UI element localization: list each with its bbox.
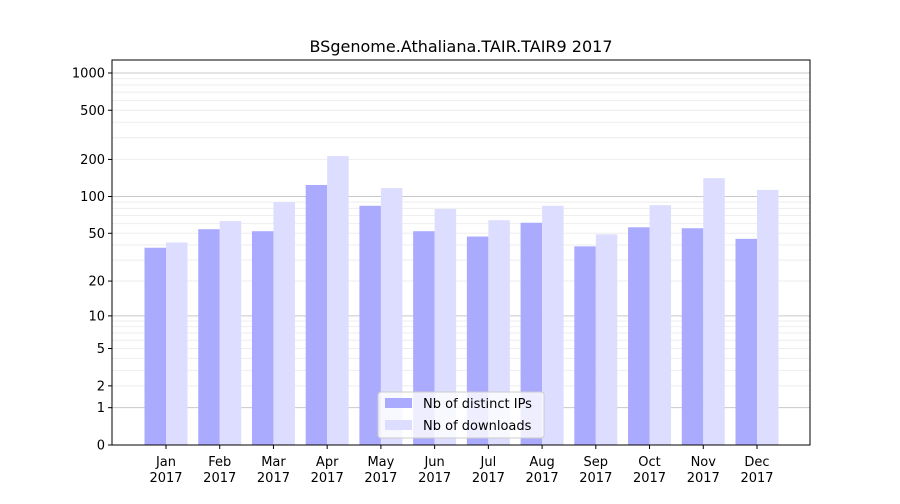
legend-frame xyxy=(377,391,545,439)
x-tick-label: 2017 xyxy=(633,471,666,486)
bar-downloads xyxy=(273,202,295,445)
bar-ips xyxy=(574,246,596,445)
bar-downloads xyxy=(703,178,725,446)
x-tick-label: 2017 xyxy=(418,471,451,486)
x-tick-label: 2017 xyxy=(687,471,720,486)
bar-downloads xyxy=(649,205,672,445)
y-tick-label: 200 xyxy=(80,153,105,168)
x-tick-label: 2017 xyxy=(203,471,236,486)
x-tick-label: 2017 xyxy=(149,471,182,486)
x-tick-label: Jun xyxy=(423,455,444,470)
x-axis: Jan2017Feb2017Mar2017Apr2017May2017Jun20… xyxy=(149,445,774,486)
x-tick-label: 2017 xyxy=(472,471,505,486)
x-tick-label: Oct xyxy=(638,455,660,470)
bar-ips xyxy=(144,247,166,445)
x-tick-label: 2017 xyxy=(526,471,559,486)
x-tick-label: Sep xyxy=(584,455,609,470)
legend-swatch-downloads xyxy=(385,420,412,430)
chart-title: BSgenome.Athaliana.TAIR.TAIR9 2017 xyxy=(309,37,612,56)
bar-downloads xyxy=(488,220,510,445)
x-tick-label: 2017 xyxy=(740,471,773,486)
bar-downloads xyxy=(166,242,188,445)
legend: Nb of distinct IPs Nb of downloads xyxy=(377,391,545,439)
legend-swatch-ips xyxy=(385,398,412,408)
bar-ips xyxy=(735,238,757,445)
plot-frame xyxy=(111,59,811,446)
bar-downloads xyxy=(757,189,779,445)
bar-downloads xyxy=(380,188,403,445)
y-tick-label: 100 xyxy=(80,190,105,205)
x-tick-label: Feb xyxy=(208,455,231,470)
bar-downloads xyxy=(595,234,618,445)
y-tick-label: 20 xyxy=(88,275,105,290)
bar-ips xyxy=(359,205,381,445)
bar-downloads xyxy=(327,156,349,446)
bar-ips xyxy=(198,229,220,445)
bar-ips xyxy=(251,231,274,445)
x-tick-label: 2017 xyxy=(257,471,290,486)
x-tick-label: 2017 xyxy=(364,471,397,486)
y-tick-label: 50 xyxy=(88,227,105,242)
x-tick-label: Nov xyxy=(691,455,717,470)
bar-ips xyxy=(628,227,650,445)
x-tick-label: Mar xyxy=(261,455,286,470)
x-tick-label: Jul xyxy=(480,455,497,470)
x-tick-label: Dec xyxy=(744,455,769,470)
x-tick-label: Apr xyxy=(316,455,339,470)
bar-ips xyxy=(520,222,543,445)
x-tick-label: Aug xyxy=(529,455,554,470)
x-tick-label: 2017 xyxy=(579,471,612,486)
bar-ips xyxy=(305,185,328,445)
y-tick-label: 5 xyxy=(97,342,105,357)
x-tick-label: Jan xyxy=(155,455,176,470)
y-tick-label: 10 xyxy=(88,309,105,324)
y-tick-label: 2 xyxy=(97,379,105,394)
bars xyxy=(144,156,779,446)
y-tick-label: 500 xyxy=(80,104,105,119)
bar-downloads xyxy=(434,209,457,445)
x-tick-label: May xyxy=(367,455,394,470)
y-axis: 0 1 2 5 10 20 50 100 200 500 1000 xyxy=(72,66,112,454)
bar-downloads xyxy=(542,205,564,445)
bar-ips xyxy=(681,228,704,445)
y-tick-label: 1000 xyxy=(72,66,105,81)
bar-downloads xyxy=(219,221,242,445)
legend-label-ips: Nb of distinct IPs xyxy=(423,397,532,412)
legend-label-downloads: Nb of downloads xyxy=(423,419,532,434)
x-tick-label: 2017 xyxy=(311,471,344,486)
y-tick-label: 1 xyxy=(97,401,105,416)
y-tick-label: 0 xyxy=(97,439,105,454)
